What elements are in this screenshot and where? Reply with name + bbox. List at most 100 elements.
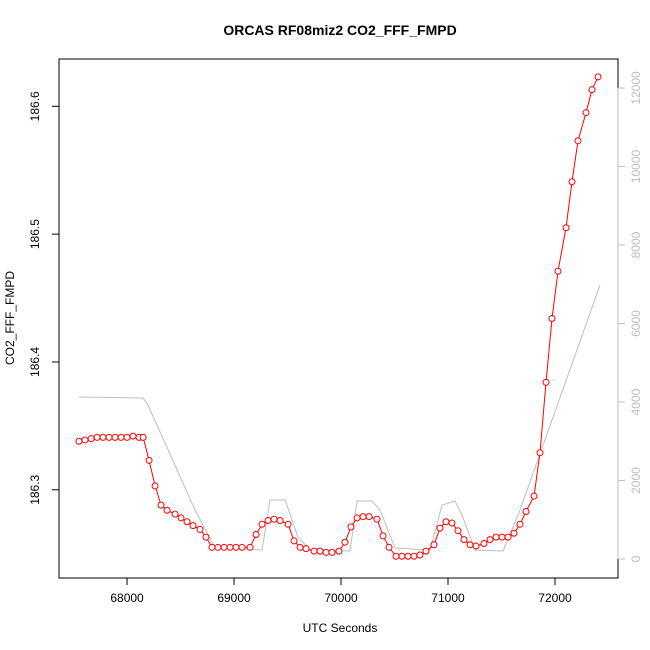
data-point xyxy=(93,433,101,441)
data-point xyxy=(385,543,393,551)
y2-tick-label: 6000 xyxy=(629,310,643,337)
x-tick-label: 69000 xyxy=(217,591,251,605)
data-point xyxy=(548,315,556,322)
y2-tick-label: 8000 xyxy=(629,231,643,258)
data-point xyxy=(151,482,159,490)
data-point xyxy=(252,531,260,539)
y-tick-label: 186.3 xyxy=(28,474,42,504)
data-point xyxy=(139,433,147,441)
data-point xyxy=(328,548,336,556)
data-point xyxy=(171,510,179,518)
data-point xyxy=(264,516,272,524)
y2-tick-label: 0 xyxy=(629,555,643,562)
y-tick-label: 186.4 xyxy=(28,347,42,377)
data-point xyxy=(335,547,343,555)
data-point xyxy=(202,533,210,541)
data-point xyxy=(302,545,310,553)
data-point xyxy=(246,543,254,551)
chart-title: ORCAS RF08miz2 CO2_FFF_FMPD xyxy=(223,22,456,38)
x-tick-label: 71000 xyxy=(431,591,465,605)
x-tick-label: 72000 xyxy=(538,591,572,605)
data-point xyxy=(472,542,480,550)
data-point xyxy=(392,552,400,560)
y2-tick-label: 2000 xyxy=(629,467,643,494)
data-point xyxy=(157,501,165,509)
data-point xyxy=(238,543,246,551)
data-point xyxy=(232,543,240,551)
data-point xyxy=(460,536,468,544)
data-point xyxy=(284,520,292,528)
data-point xyxy=(129,432,137,440)
data-point xyxy=(379,532,387,540)
data-point xyxy=(466,541,474,549)
data-point xyxy=(588,86,596,94)
data-point xyxy=(442,518,450,526)
data-point xyxy=(574,137,582,145)
y2-tick-label: 12000 xyxy=(629,71,643,105)
data-point xyxy=(359,513,367,521)
data-point xyxy=(111,433,119,441)
data-point xyxy=(196,525,204,533)
y2-tick-label: 10000 xyxy=(629,149,643,183)
data-point xyxy=(416,551,424,559)
data-point xyxy=(498,533,506,541)
data-point xyxy=(454,527,462,535)
data-point xyxy=(554,267,562,275)
data-point xyxy=(522,508,530,516)
data-point xyxy=(430,541,438,549)
data-point xyxy=(226,543,234,551)
data-point xyxy=(492,533,500,541)
data-point xyxy=(448,519,456,527)
data-point xyxy=(422,547,430,555)
data-point xyxy=(536,449,544,457)
data-point xyxy=(480,539,488,547)
data-point xyxy=(582,109,590,117)
data-point xyxy=(410,552,418,560)
data-point xyxy=(510,529,518,537)
data-point xyxy=(99,433,107,441)
data-point xyxy=(270,515,278,523)
data-point xyxy=(398,552,406,560)
data-point xyxy=(594,73,602,81)
data-point xyxy=(353,514,361,522)
data-point xyxy=(183,518,191,526)
data-point xyxy=(208,543,216,551)
data-point xyxy=(365,513,373,521)
y-tick-label: 186.6 xyxy=(28,91,42,121)
data-point xyxy=(562,224,570,232)
data-point xyxy=(75,437,83,445)
data-point xyxy=(530,492,538,500)
x-tick-label: 70000 xyxy=(324,591,358,605)
data-point xyxy=(341,538,349,546)
data-point xyxy=(123,433,131,441)
data-point xyxy=(404,552,412,560)
data-point xyxy=(117,433,125,441)
data-point xyxy=(310,547,318,555)
data-point xyxy=(145,456,153,464)
data-point xyxy=(542,378,550,386)
data-point xyxy=(296,543,304,551)
data-point xyxy=(504,533,512,541)
data-point xyxy=(322,548,330,556)
y-tick-label: 186.5 xyxy=(28,219,42,249)
data-point xyxy=(81,436,89,444)
y2-tick-label: 4000 xyxy=(629,388,643,415)
data-point xyxy=(316,547,324,555)
x-axis-label: UTC Seconds xyxy=(303,621,378,635)
data-point xyxy=(568,178,576,186)
data-point xyxy=(220,543,228,551)
data-point xyxy=(347,523,355,531)
y-axis-label: CO2_FFF_FMPD xyxy=(3,271,17,365)
data-point xyxy=(105,433,113,441)
data-point xyxy=(163,506,171,514)
data-point xyxy=(177,514,185,522)
data-point xyxy=(276,516,284,524)
data-point xyxy=(436,524,444,532)
data-point xyxy=(290,537,298,545)
data-point xyxy=(87,435,95,443)
data-point xyxy=(214,543,222,551)
x-tick-label: 68000 xyxy=(110,591,144,605)
